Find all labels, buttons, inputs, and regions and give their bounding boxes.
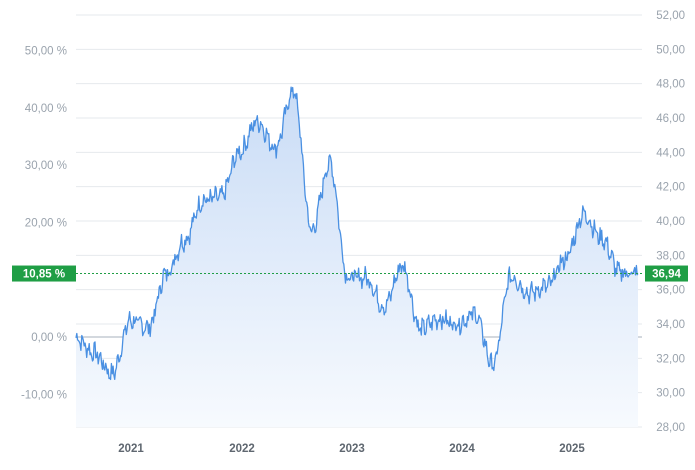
right-tick-label: 38,00 bbox=[656, 250, 685, 262]
right-tick-label: 40,00 bbox=[656, 216, 685, 228]
right-tick-label: 48,00 bbox=[656, 79, 685, 91]
price-line bbox=[75, 86, 639, 381]
left-tick-label: 20,00 % bbox=[25, 217, 67, 229]
left-axis-ticks: 50,00 % 40,00 % 30,00 % 20,00 % 0,00 % -10,00… bbox=[21, 46, 67, 402]
percent-badge bbox=[12, 265, 76, 282]
right-tick-label: 30,00 bbox=[656, 388, 685, 400]
left-tick-label: 50,00 % bbox=[25, 46, 67, 58]
x-tick-label: 2025 bbox=[559, 443, 585, 455]
right-tick-label: 52,00 bbox=[656, 10, 685, 22]
x-tick-label: 2023 bbox=[339, 443, 365, 455]
price-badge bbox=[645, 265, 688, 282]
right-tick-label: 34,00 bbox=[656, 319, 685, 331]
area-fill bbox=[76, 87, 638, 427]
left-tick-label: 0,00 % bbox=[31, 332, 67, 344]
left-tick-label: 30,00 % bbox=[25, 160, 67, 172]
x-tick-label: 2022 bbox=[229, 443, 255, 455]
right-tick-label: 32,00 bbox=[656, 353, 685, 365]
left-tick-label: -10,00 % bbox=[21, 389, 67, 401]
series-area bbox=[76, 87, 638, 427]
right-tick-label: 36,00 bbox=[656, 285, 685, 297]
right-tick-label: 46,00 bbox=[656, 113, 685, 125]
x-tick-label: 2021 bbox=[118, 443, 144, 455]
series-line bbox=[75, 86, 639, 381]
right-tick-label: 50,00 bbox=[656, 44, 685, 56]
right-tick-label: 44,00 bbox=[656, 147, 685, 159]
left-tick-label: 40,00 % bbox=[25, 103, 67, 115]
x-axis-ticks: 2021 2022 2023 2024 2025 bbox=[118, 443, 585, 455]
right-axis-ticks: 52,00 50,00 48,00 46,00 44,00 42,00 40,00 38,00… bbox=[656, 10, 685, 434]
x-tick-label: 2024 bbox=[449, 443, 475, 455]
right-tick-label: 42,00 bbox=[656, 182, 685, 194]
price-badge-label: 36,94 bbox=[652, 269, 681, 281]
right-tick-label: 28,00 bbox=[656, 422, 685, 434]
current-value-marker: 10,85 % 36,94 bbox=[12, 265, 688, 282]
percent-badge-label: 10,85 % bbox=[23, 269, 65, 281]
